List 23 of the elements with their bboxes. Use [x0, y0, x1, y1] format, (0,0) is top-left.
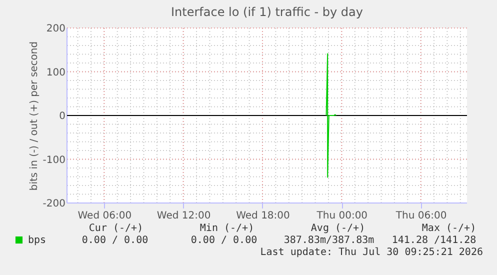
y-tick-label: 100 [46, 67, 66, 78]
text: 387.83m/387.83m [284, 235, 374, 246]
chart-title: Interface lo (if 1) traffic - by day [171, 5, 363, 19]
y-axis-title: bits in (-) / out (+) per second [28, 41, 40, 191]
line-series [326, 53, 337, 178]
text: 0.00 / 0.00 [82, 235, 148, 246]
text: Avg (-/+) [310, 223, 366, 234]
x-tick-label: Wed 18:00 [236, 210, 290, 222]
y-tick-label: -200 [42, 198, 66, 210]
x-tick-label: Thu 00:00 [316, 210, 368, 222]
text: 141.28 /141.28 [392, 235, 476, 246]
x-tick-label: Thu 06:00 [394, 210, 447, 222]
text: Min (-/+) [200, 223, 254, 234]
y-tick-label: -100 [42, 154, 66, 166]
y-tick-label: 200 [46, 24, 66, 34]
x-tick-label: Wed 06:00 [78, 210, 132, 222]
text: Last update: Thu Jul 30 09:25:21 2026 [260, 247, 483, 258]
text: Max (-/+) [422, 223, 476, 234]
y-tick-label: 0 [59, 111, 66, 122]
text: Cur (-/+) [88, 223, 144, 234]
legend-label: bps [28, 235, 46, 246]
x-tick-label: Wed 12:00 [156, 210, 211, 222]
text: 0.00 / 0.00 [190, 235, 258, 246]
